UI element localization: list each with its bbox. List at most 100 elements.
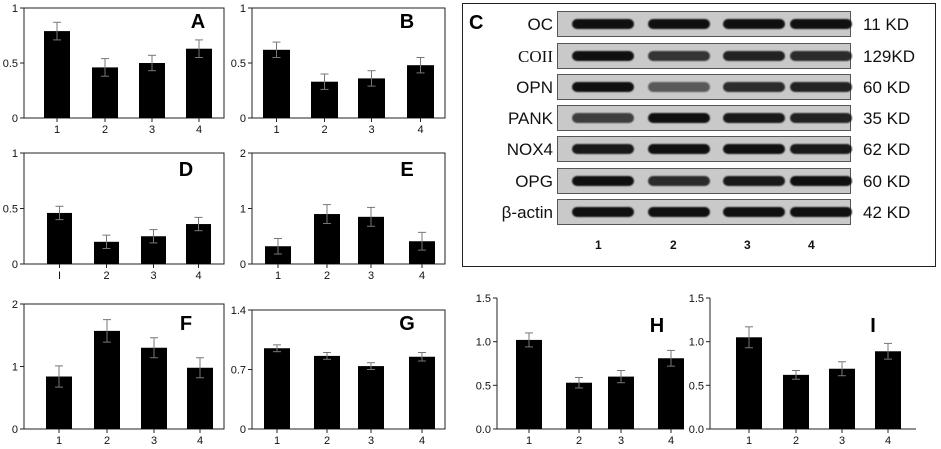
x-tick-label: 4: [668, 435, 674, 447]
x-tick-label: 2: [324, 435, 330, 447]
protein-band: [723, 144, 785, 154]
x-tick-label: 3: [151, 435, 157, 447]
bar-a-1: [44, 31, 70, 119]
y-tick-label: 0: [12, 259, 18, 271]
protein-band: [790, 19, 852, 29]
protein-band: [572, 19, 634, 29]
y-tick-label: 1.0: [689, 337, 704, 349]
blot-row-actin: β-actin 42 KD: [463, 199, 935, 225]
y-tick-label: 1: [240, 204, 246, 216]
x-tick-label: 1: [274, 435, 280, 447]
y-tick-label: 2: [12, 299, 18, 311]
protein-band: [648, 82, 710, 92]
bar-e-1: [265, 246, 291, 264]
molecular-weight-label: 60 KD: [863, 172, 911, 191]
x-tick-label: 3: [150, 270, 156, 282]
panel-letter-c: C: [469, 12, 484, 34]
bar-d-1: [47, 212, 72, 264]
bar-h-3: [608, 376, 634, 429]
protein-band: [790, 113, 852, 123]
y-tick-label: 2: [240, 148, 246, 160]
x-tick-label: 2: [102, 124, 108, 136]
y-tick-label: 0: [240, 424, 246, 436]
molecular-weight-label: 60 KD: [863, 78, 911, 97]
y-tick-label: 1: [12, 148, 18, 160]
protein-band: [572, 207, 634, 217]
protein-label: OPN: [516, 78, 553, 97]
bar-h-2: [566, 382, 592, 429]
blot-strip: [557, 11, 852, 37]
molecular-weight-label: 42 KD: [863, 203, 911, 222]
x-tick-label: 4: [419, 435, 425, 447]
western-blot-panel: C OC 11 KD COII 129KD OPN 60 KD PANK 35 KD NOX4 6…: [462, 3, 936, 267]
y-tick-label: 0: [240, 259, 246, 271]
x-tick-label: 2: [324, 270, 330, 282]
panel-letter: D: [179, 159, 193, 181]
protein-band: [648, 144, 710, 154]
blot-strip: [557, 168, 852, 194]
bar-i-1: [736, 337, 762, 429]
y-tick-label: 0: [240, 113, 246, 125]
y-tick-label: 0.0: [689, 424, 704, 436]
protein-band: [790, 82, 852, 92]
protein-label: PANK: [507, 109, 553, 128]
x-tick-label: 3: [149, 124, 155, 136]
bar-chart-panel-i: 0.0 0.5 1.0 1.5 1 2 3 4 I: [689, 293, 916, 447]
x-tick-label: 2: [321, 124, 327, 136]
protein-band: [790, 144, 852, 154]
x-tick-label: 4: [196, 124, 202, 136]
blot-row-opn: OPN 60 KD: [463, 74, 935, 100]
blot-strip: [557, 43, 852, 69]
panel-letter: A: [191, 11, 205, 33]
y-tick-label: 0: [12, 113, 18, 125]
lane-label-4: 4: [808, 238, 815, 252]
bar-a-3: [139, 63, 165, 118]
molecular-weight-label: 11 KD: [863, 15, 909, 34]
y-tick-label: 1.5: [476, 293, 491, 305]
y-tick-label: 0.5: [689, 380, 704, 392]
lane-label-3: 3: [744, 238, 751, 252]
bar-g-3: [358, 366, 384, 429]
blot-row-oc: OC 11 KD: [463, 11, 935, 37]
protein-band: [723, 19, 785, 29]
blot-strip: [557, 136, 852, 162]
protein-band: [648, 19, 710, 29]
bar-e-4: [409, 241, 435, 264]
blot-row-coii: COII 129KD: [463, 43, 935, 69]
panel-letter: H: [650, 315, 664, 337]
blot-row-opg: OPG 60 KD: [463, 168, 935, 194]
bar-a-4: [186, 48, 212, 119]
protein-band: [572, 176, 634, 186]
x-tick-label: 4: [419, 270, 425, 282]
protein-band: [723, 51, 785, 61]
protein-band: [572, 51, 634, 61]
protein-label: OPG: [515, 172, 553, 191]
x-tick-label: 2: [103, 270, 109, 282]
y-tick-label: 0.7: [231, 365, 246, 377]
protein-band: [723, 176, 785, 186]
molecular-weight-label: 62 KD: [863, 140, 911, 159]
protein-band: [723, 113, 785, 123]
y-tick-label: 0.0: [476, 424, 491, 436]
bar-chart-panel-e: 0 1 2 1 2 3 4 E: [240, 148, 446, 282]
molecular-weight-label: 129KD: [863, 47, 915, 66]
protein-band: [572, 144, 634, 154]
bar-b-1: [263, 49, 290, 118]
y-tick-label: 1: [12, 362, 18, 374]
protein-label: COII: [518, 47, 553, 66]
protein-band: [572, 82, 634, 92]
y-tick-label: 0.5: [3, 58, 18, 70]
y-tick-label: 1: [12, 3, 18, 15]
blot-strip: [557, 199, 852, 225]
x-tick-label: 1: [54, 124, 60, 136]
protein-label: NOX4: [506, 140, 553, 159]
y-tick-label: 0.5: [231, 58, 246, 70]
x-tick-label: 3: [368, 270, 374, 282]
panel-letter: G: [399, 313, 415, 335]
y-tick-label: 0.5: [476, 380, 491, 392]
y-tick-label: 0.5: [3, 204, 18, 216]
lane-label-1: 1: [595, 238, 602, 252]
blot-strip: [557, 105, 852, 131]
x-tick-label: 3: [839, 435, 845, 447]
bar-chart-panel-g: 0 0.7 1.4 1 2 3 4 G: [231, 305, 446, 447]
